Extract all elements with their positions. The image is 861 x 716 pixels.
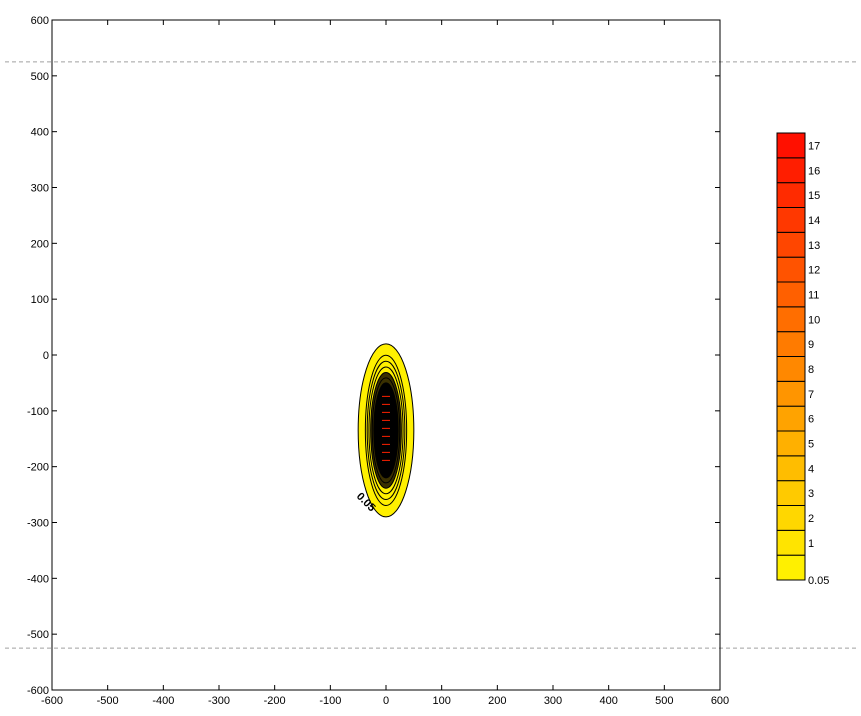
y-tick-label: 100 <box>31 294 49 306</box>
x-tick-label: 0 <box>383 695 389 707</box>
y-tick-label: -400 <box>27 573 49 585</box>
y-tick-label: 500 <box>31 71 49 83</box>
x-tick-label: 600 <box>711 695 729 707</box>
legend-swatch <box>776 306 806 333</box>
x-tick-label: 300 <box>544 695 562 707</box>
legend-swatch <box>776 405 806 432</box>
y-axis: 600 500 400 300 200 100 0 -100 -200 -300 -400 -500 -… <box>27 15 720 697</box>
legend-label: 16 <box>808 165 820 177</box>
y-tick-label: 200 <box>31 238 49 250</box>
x-tick-label: -400 <box>152 695 174 707</box>
legend-label: 9 <box>808 339 814 351</box>
legend-label: 13 <box>808 240 820 252</box>
legend-swatch <box>776 554 806 581</box>
y-tick-label: -200 <box>27 462 49 474</box>
legend-swatch <box>776 281 806 308</box>
legend-label: 2 <box>808 513 814 525</box>
y-tick-label: 0 <box>43 350 49 362</box>
x-tick-label: -200 <box>264 695 286 707</box>
x-tick-label: 500 <box>655 695 673 707</box>
legend-label: 0.05 <box>808 575 829 587</box>
legend-swatch <box>776 430 806 457</box>
legend-label: 14 <box>808 215 820 227</box>
y-tick-label: -300 <box>27 518 49 530</box>
legend-label: 15 <box>808 190 820 202</box>
x-tick-label: -600 <box>41 695 63 707</box>
legend-label: 6 <box>808 414 814 426</box>
contour-level-2 <box>366 360 406 501</box>
legend-swatch <box>776 331 806 357</box>
x-tick-label: 400 <box>599 695 617 707</box>
x-tick-label: -100 <box>319 695 341 707</box>
legend-swatch <box>776 157 806 184</box>
legend-label: 5 <box>808 438 814 450</box>
legend-swatch <box>776 256 806 283</box>
x-axis: -600 -500 -400 -300 -200 -100 0 100 200 300 400 500… <box>41 20 729 707</box>
legend-label: 4 <box>808 463 814 475</box>
legend-swatch <box>776 207 806 233</box>
legend-label: 12 <box>808 265 820 277</box>
contour-plot: 0.05 <box>354 343 415 518</box>
y-tick-label: 300 <box>31 183 49 195</box>
legend-label: 8 <box>808 364 814 376</box>
y-tick-label: -600 <box>27 685 49 697</box>
contour-level-17 <box>384 418 388 442</box>
legend-label: 10 <box>808 314 820 326</box>
legend-swatch <box>776 480 806 506</box>
legend-swatch <box>776 231 806 258</box>
legend-label: 3 <box>808 488 814 500</box>
y-tick-label: -100 <box>27 406 49 418</box>
legend-swatch <box>776 380 806 407</box>
legend-label: 17 <box>808 140 820 152</box>
x-tick-label: -300 <box>208 695 230 707</box>
legend-swatch <box>776 132 806 159</box>
legend-swatch <box>776 529 806 556</box>
x-tick-label: 100 <box>432 695 450 707</box>
contour-level-1 <box>364 354 408 507</box>
y-tick-label: -500 <box>27 629 49 641</box>
legend-swatch <box>776 505 806 531</box>
x-tick-label: -500 <box>97 695 119 707</box>
legend-label: 1 <box>808 538 814 550</box>
legend-swatch <box>776 455 806 482</box>
y-tick-label: 400 <box>31 127 49 139</box>
contour-level-3 <box>368 366 404 495</box>
legend-label: 11 <box>808 289 819 301</box>
reference-lines <box>5 61 858 649</box>
legend-swatch <box>776 182 806 209</box>
x-tick-label: 200 <box>488 695 506 707</box>
legend-swatch <box>776 356 806 382</box>
legend-label: 7 <box>808 389 814 401</box>
y-tick-label: 600 <box>31 15 49 27</box>
